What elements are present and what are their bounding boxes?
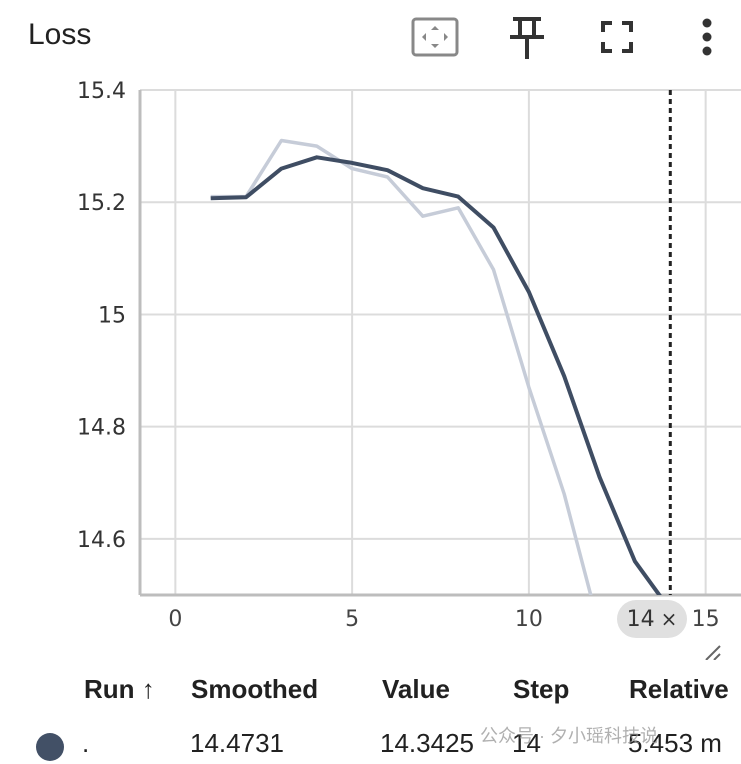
series-layer <box>210 138 662 595</box>
x-tick-label: 5 <box>345 607 359 632</box>
chart-title: Loss <box>28 18 92 51</box>
watermark-text: 公众号 · 夕小瑶科技说 <box>480 726 658 746</box>
run-name: . <box>82 728 90 758</box>
y-tick-label: 15.2 <box>77 191 126 216</box>
raw-value: 14.3425 <box>380 728 474 758</box>
series-line-raw <box>210 138 593 595</box>
x-tick-label: 0 <box>168 607 182 632</box>
y-tick-label: 15.4 <box>77 79 126 104</box>
step-value: 14 <box>512 728 541 758</box>
grid-lines <box>138 89 741 597</box>
hover-step-label: 14 <box>626 606 655 632</box>
column-header-value[interactable]: Value <box>382 674 450 704</box>
x-tick-label: 15 <box>692 607 720 632</box>
column-header-smoothed[interactable]: Smoothed <box>191 674 319 704</box>
hover-step-badge: 14 × <box>617 600 687 638</box>
fit-domain-icon <box>411 17 459 57</box>
pin-icon <box>510 17 544 59</box>
pin-button[interactable] <box>502 14 552 60</box>
loss-chart[interactable]: 14.6 14.8 15 15.2 15.4 0 5 10 15 <box>0 0 741 660</box>
column-header-step[interactable]: Step <box>513 674 570 704</box>
series-line-smoothed <box>210 155 662 595</box>
fit-domain-button[interactable] <box>410 14 460 60</box>
x-tick-label: 10 <box>515 607 543 632</box>
y-tick-label: 14.8 <box>77 416 126 441</box>
run-color-dot <box>36 733 64 761</box>
fullscreen-icon <box>601 21 633 53</box>
y-tick-label: 15 <box>98 303 126 328</box>
y-tick-label: 14.6 <box>77 528 126 553</box>
relative-time: 5.453 m <box>628 728 722 758</box>
close-icon[interactable]: × <box>660 607 678 631</box>
resize-handle-icon[interactable] <box>705 645 721 660</box>
fullscreen-button[interactable] <box>592 14 642 60</box>
column-header-relative[interactable]: Relative <box>629 674 729 704</box>
smoothed-value: 14.4731 <box>190 728 284 758</box>
column-header-run[interactable]: Run ↑ <box>84 674 155 704</box>
more-vert-icon <box>702 18 712 56</box>
more-menu-button[interactable] <box>682 14 732 60</box>
